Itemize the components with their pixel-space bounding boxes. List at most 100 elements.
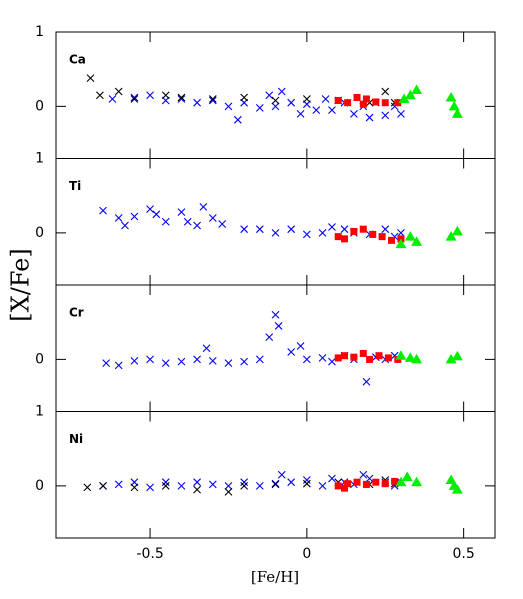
- point: [130, 95, 139, 103]
- point: [265, 91, 274, 100]
- point: [99, 482, 107, 490]
- point: [255, 225, 264, 234]
- point: [193, 355, 201, 364]
- point: [318, 354, 327, 362]
- panel-label: Ca: [69, 53, 86, 67]
- point: [451, 484, 463, 494]
- point: [240, 482, 249, 490]
- point: [381, 99, 389, 107]
- y-tick-label: 0: [35, 478, 44, 494]
- point: [208, 96, 217, 105]
- point: [224, 102, 233, 111]
- point: [328, 223, 336, 231]
- point: [161, 359, 170, 368]
- point: [384, 354, 392, 362]
- point: [86, 74, 95, 83]
- point: [397, 109, 405, 118]
- point: [177, 95, 186, 103]
- point: [183, 217, 192, 226]
- point: [99, 206, 107, 215]
- point: [404, 352, 416, 362]
- panel-label: Ni: [69, 432, 83, 446]
- panel-label: Cr: [69, 306, 84, 320]
- point: [328, 474, 336, 483]
- y-tick-label: 0: [35, 98, 44, 114]
- point: [365, 113, 374, 122]
- point: [328, 106, 336, 115]
- point: [224, 487, 233, 496]
- point: [375, 352, 383, 360]
- point: [177, 482, 186, 490]
- point: [240, 357, 249, 366]
- point: [334, 233, 342, 241]
- point: [208, 214, 217, 222]
- point: [271, 310, 280, 319]
- point: [193, 98, 201, 107]
- point: [114, 480, 123, 489]
- point: [381, 87, 390, 96]
- point: [177, 357, 186, 366]
- point: [302, 230, 311, 239]
- x-axis-label: [Fe/H]: [251, 568, 299, 586]
- point: [265, 333, 274, 341]
- point: [146, 205, 154, 213]
- point: [359, 225, 367, 233]
- point: [271, 102, 280, 111]
- point: [287, 348, 296, 356]
- point: [199, 202, 208, 211]
- point: [372, 98, 380, 106]
- point: [255, 482, 264, 490]
- x-tick-label: -0.5: [136, 546, 163, 562]
- point: [388, 236, 396, 244]
- point: [277, 87, 286, 96]
- point: [302, 355, 311, 364]
- point: [152, 210, 161, 219]
- point: [394, 99, 402, 107]
- point: [366, 355, 374, 363]
- point: [350, 353, 358, 361]
- point: [287, 478, 296, 487]
- point: [287, 98, 296, 107]
- point: [202, 344, 211, 353]
- point: [381, 111, 390, 120]
- point: [395, 350, 407, 360]
- y-tick-label: 0: [35, 351, 44, 367]
- point: [334, 482, 342, 490]
- point: [340, 352, 348, 360]
- point: [340, 235, 348, 243]
- point: [451, 225, 463, 236]
- point: [404, 89, 416, 100]
- point: [277, 470, 286, 479]
- point: [404, 231, 416, 241]
- point: [445, 91, 457, 102]
- point: [218, 220, 227, 228]
- point: [83, 483, 92, 492]
- point: [114, 361, 123, 370]
- panel-frame: [55, 411, 496, 539]
- point: [287, 225, 296, 234]
- point: [193, 221, 201, 230]
- point: [271, 229, 280, 237]
- point: [240, 225, 249, 234]
- point: [130, 357, 139, 365]
- point: [130, 93, 139, 102]
- point: [362, 480, 370, 488]
- y-tick-label: 1: [35, 404, 44, 420]
- point: [401, 471, 413, 481]
- point: [395, 476, 407, 487]
- point: [193, 485, 201, 494]
- point: [146, 91, 154, 100]
- point: [271, 96, 280, 105]
- point: [177, 208, 186, 216]
- point: [451, 350, 463, 361]
- point: [208, 357, 217, 365]
- point: [353, 478, 361, 486]
- point: [146, 483, 154, 492]
- y-tick-label: 1: [35, 24, 44, 40]
- point: [451, 108, 463, 118]
- point: [255, 104, 264, 112]
- point: [302, 95, 311, 103]
- point: [114, 214, 123, 222]
- point: [233, 115, 242, 124]
- point: [208, 480, 217, 489]
